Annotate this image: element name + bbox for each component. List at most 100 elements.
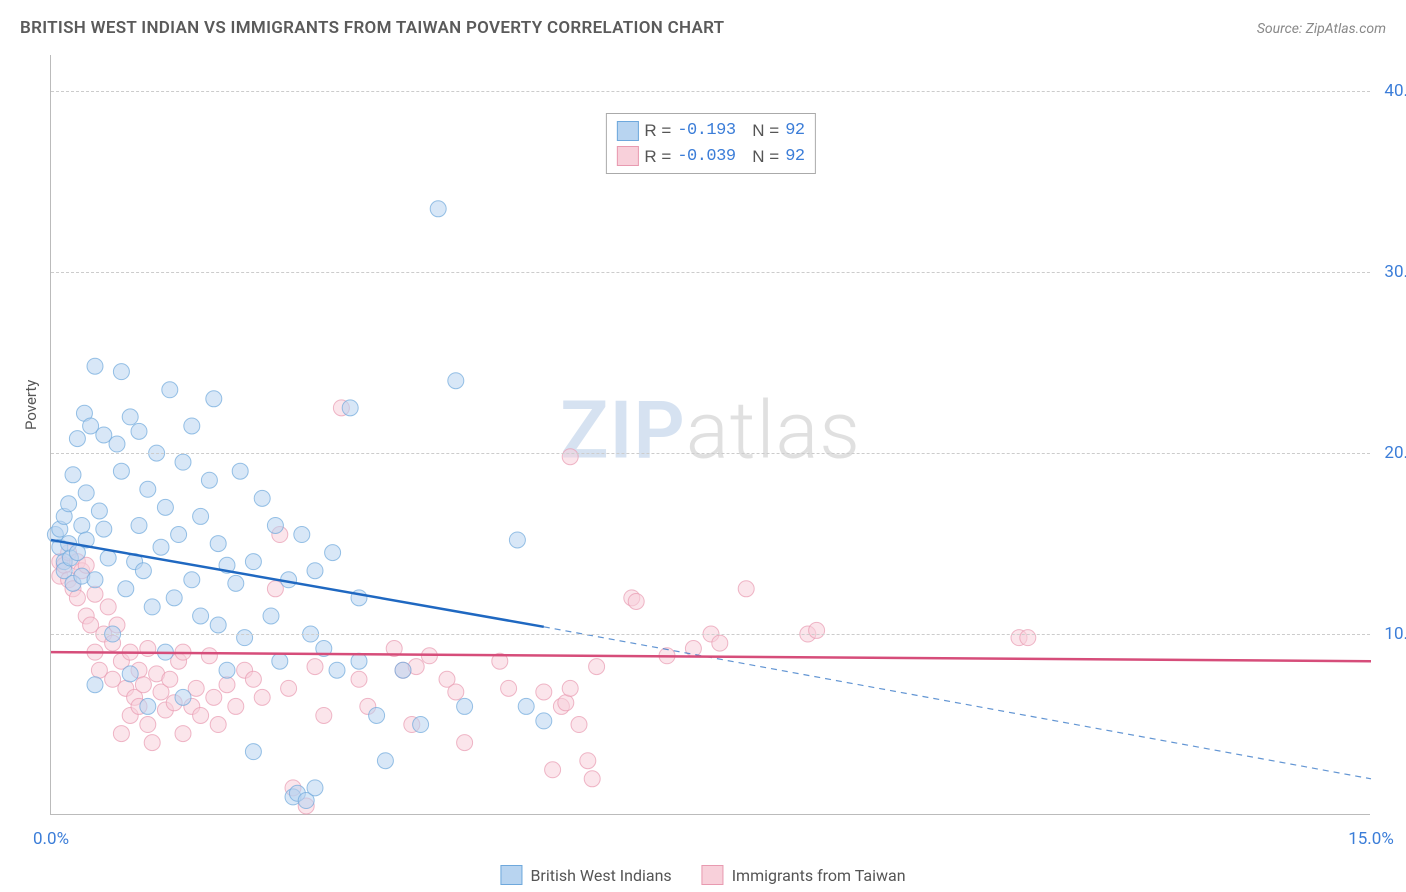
n-label-b: N =: [752, 144, 779, 170]
gridline: [51, 91, 1370, 92]
data-point: [237, 630, 253, 646]
legend-label-b: Immigrants from Taiwan: [732, 866, 906, 885]
data-point: [78, 485, 94, 501]
data-point: [448, 684, 464, 700]
data-point: [157, 499, 173, 515]
data-point: [87, 358, 103, 374]
n-value-a: 92: [785, 118, 804, 144]
data-point: [254, 689, 270, 705]
data-point: [118, 581, 134, 597]
legend-swatch-b-icon: [702, 865, 724, 885]
data-point: [131, 423, 147, 439]
r-label-b: R =: [644, 144, 671, 170]
data-point: [571, 717, 587, 733]
data-point: [87, 572, 103, 588]
data-point: [175, 726, 191, 742]
data-point: [193, 608, 209, 624]
data-point: [281, 680, 297, 696]
legend-label-a: British West Indians: [530, 866, 671, 885]
data-point: [144, 735, 160, 751]
trend-line-b: [51, 652, 1371, 661]
data-point: [254, 490, 270, 506]
data-point: [316, 707, 332, 723]
y-tick-label: 30.0%: [1384, 262, 1406, 282]
data-point: [589, 659, 605, 675]
legend-item-a: British West Indians: [500, 865, 671, 885]
data-point: [184, 572, 200, 588]
legend: British West Indians Immigrants from Tai…: [500, 865, 905, 885]
data-point: [228, 698, 244, 714]
data-point: [685, 641, 701, 657]
n-label-a: N =: [752, 118, 779, 144]
data-point: [100, 550, 116, 566]
data-point: [140, 481, 156, 497]
gridline: [51, 453, 1370, 454]
data-point: [210, 617, 226, 633]
data-point: [518, 698, 534, 714]
data-point: [369, 707, 385, 723]
data-point: [131, 517, 147, 533]
r-label-a: R =: [644, 118, 671, 144]
data-point: [193, 508, 209, 524]
data-point: [74, 517, 90, 533]
data-point: [501, 680, 517, 696]
data-point: [562, 680, 578, 696]
stat-row-b: R = -0.039 N = 92: [616, 144, 804, 170]
data-point: [193, 707, 209, 723]
gridline: [51, 634, 1370, 635]
data-point: [135, 677, 151, 693]
data-point: [219, 662, 235, 678]
header-row: BRITISH WEST INDIAN VS IMMIGRANTS FROM T…: [20, 18, 1386, 38]
plot-area: ZIPatlas R = -0.193 N = 92 R = -0.039 N …: [50, 55, 1370, 815]
data-point: [201, 472, 217, 488]
data-point: [628, 593, 644, 609]
n-value-b: 92: [785, 144, 804, 170]
legend-item-b: Immigrants from Taiwan: [702, 865, 906, 885]
data-point: [232, 463, 248, 479]
data-point: [307, 659, 323, 675]
y-axis-title: Poverty: [22, 380, 40, 430]
data-point: [171, 527, 187, 543]
data-point: [113, 364, 129, 380]
data-point: [1020, 630, 1036, 646]
y-tick-label: 10.0%: [1384, 624, 1406, 644]
data-point: [162, 671, 178, 687]
data-point: [206, 391, 222, 407]
x-tick-label: 15.0%: [1348, 829, 1394, 849]
data-point: [219, 677, 235, 693]
data-point: [329, 662, 345, 678]
trend-line-a-extrapolated: [544, 627, 1371, 779]
data-point: [135, 563, 151, 579]
data-point: [413, 717, 429, 733]
data-point: [144, 599, 160, 615]
data-point: [351, 653, 367, 669]
data-point: [294, 527, 310, 543]
data-point: [65, 467, 81, 483]
data-point: [245, 671, 261, 687]
data-point: [562, 449, 578, 465]
stat-row-a: R = -0.193 N = 92: [616, 118, 804, 144]
data-point: [325, 545, 341, 561]
data-point: [140, 641, 156, 657]
y-tick-label: 20.0%: [1384, 443, 1406, 463]
data-point: [584, 771, 600, 787]
data-point: [545, 762, 561, 778]
chart-container: BRITISH WEST INDIAN VS IMMIGRANTS FROM T…: [0, 0, 1406, 892]
data-point: [430, 201, 446, 217]
data-point: [342, 400, 358, 416]
data-point: [210, 717, 226, 733]
data-point: [210, 536, 226, 552]
data-point: [140, 717, 156, 733]
data-point: [162, 382, 178, 398]
data-point: [245, 744, 261, 760]
data-point: [558, 695, 574, 711]
data-point: [122, 666, 138, 682]
data-point: [166, 590, 182, 606]
data-point: [712, 635, 728, 651]
gridline: [51, 272, 1370, 273]
data-point: [457, 698, 473, 714]
data-point: [272, 653, 288, 669]
data-point: [307, 563, 323, 579]
data-point: [267, 517, 283, 533]
data-point: [96, 521, 112, 537]
